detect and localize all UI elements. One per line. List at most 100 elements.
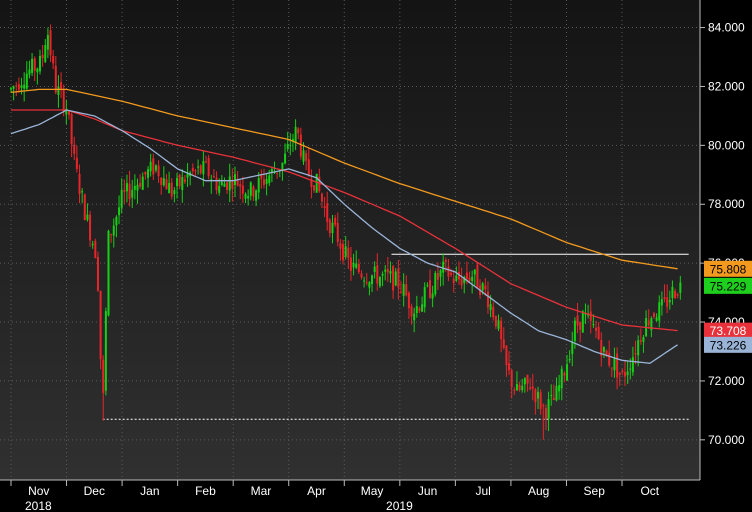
candle-body: [149, 161, 152, 172]
candle-body: [595, 327, 598, 331]
candle-body: [605, 350, 608, 357]
x-tick-label: Feb: [195, 484, 216, 498]
candle-body: [494, 315, 497, 327]
candle-body: [418, 308, 421, 311]
candle-body: [492, 306, 495, 318]
candle-body: [91, 243, 94, 245]
candle-body: [154, 165, 157, 171]
candle-body: [289, 145, 292, 147]
candle-body: [579, 321, 582, 330]
candle-body: [197, 166, 200, 168]
candle-body: [78, 173, 81, 194]
x-tick-label: Jul: [475, 484, 490, 498]
price-label: 75.229: [710, 279, 747, 293]
candle-body: [484, 285, 487, 290]
candle-body: [89, 214, 92, 241]
candle-body: [33, 58, 36, 71]
candle-body: [15, 85, 18, 87]
candle-body: [439, 270, 442, 277]
candle-body: [486, 291, 489, 308]
candle-body: [442, 261, 445, 273]
candle-body: [162, 178, 165, 186]
x-tick-label: Jan: [140, 484, 159, 498]
candle-body: [315, 173, 318, 193]
candle-body: [523, 378, 526, 385]
candle-body: [252, 186, 255, 197]
candle-body: [481, 283, 484, 291]
candle-body: [652, 313, 655, 317]
candle-body: [60, 82, 63, 90]
candle-body: [573, 320, 576, 341]
candle-body: [94, 240, 97, 259]
candle-body: [589, 311, 592, 321]
candle-body: [471, 276, 474, 281]
candle-body: [352, 262, 355, 268]
candle-body: [473, 269, 476, 275]
candle-body: [125, 183, 128, 192]
candle-body: [518, 384, 521, 390]
candle-body: [10, 88, 12, 90]
candle-body: [276, 172, 279, 174]
candle-body: [255, 190, 258, 201]
candle-body: [394, 271, 397, 286]
year-label: 2019: [386, 499, 413, 512]
candle-body: [270, 169, 273, 173]
candle-body: [555, 386, 558, 401]
candle-body: [336, 223, 339, 243]
candle-body: [299, 134, 302, 157]
candle-body: [334, 217, 337, 225]
candle-body: [165, 179, 168, 190]
candle-body: [326, 203, 329, 222]
x-tick-label: Mar: [251, 484, 272, 498]
candle-body: [173, 190, 176, 195]
candle-body: [207, 158, 210, 177]
x-axis: Nov Dec Jan Feb Mar Apr May Jun Jul Aug Sep Oct 2018…: [0, 479, 700, 512]
candle-body: [610, 367, 613, 369]
candle-body: [500, 320, 503, 340]
candle-body: [421, 304, 424, 312]
candle-body: [381, 273, 384, 276]
candle-body: [552, 397, 555, 401]
candle-body: [407, 292, 410, 309]
candle-body: [621, 370, 624, 373]
candle-body: [397, 268, 400, 288]
candle-body: [529, 387, 532, 390]
candle-body: [294, 126, 297, 143]
candle-body: [534, 389, 537, 403]
candle-body: [600, 339, 603, 356]
candle-body: [650, 318, 653, 331]
candle-body: [23, 84, 26, 89]
candle-body: [476, 264, 479, 289]
candle-body: [65, 108, 68, 115]
candle-body: [455, 275, 458, 281]
candle-body: [668, 300, 671, 303]
candle-body: [431, 293, 434, 299]
candle-body: [328, 219, 331, 234]
candle-body: [168, 183, 171, 194]
candle-body: [44, 45, 47, 62]
candle-body: [215, 177, 218, 191]
price-label: 75.808: [710, 262, 747, 276]
candle-body: [147, 169, 150, 178]
candle-body: [413, 313, 416, 321]
candle-body: [357, 263, 360, 273]
candle-body: [674, 291, 677, 299]
price-label-box: [704, 336, 752, 353]
candle-body: [386, 268, 389, 273]
candle-body: [128, 183, 131, 200]
candle-body: [46, 34, 49, 50]
candle-body: [679, 282, 682, 293]
candle-body: [160, 177, 163, 185]
candle-body: [468, 277, 471, 281]
candle-body: [623, 371, 626, 377]
candle-body: [194, 170, 197, 172]
candle-body: [629, 368, 632, 370]
candle-body: [428, 280, 431, 298]
candle-body: [571, 341, 574, 355]
price-label-box: [704, 277, 752, 294]
candle-body: [402, 283, 405, 296]
candle-body: [115, 216, 118, 226]
candle-body: [286, 144, 289, 149]
